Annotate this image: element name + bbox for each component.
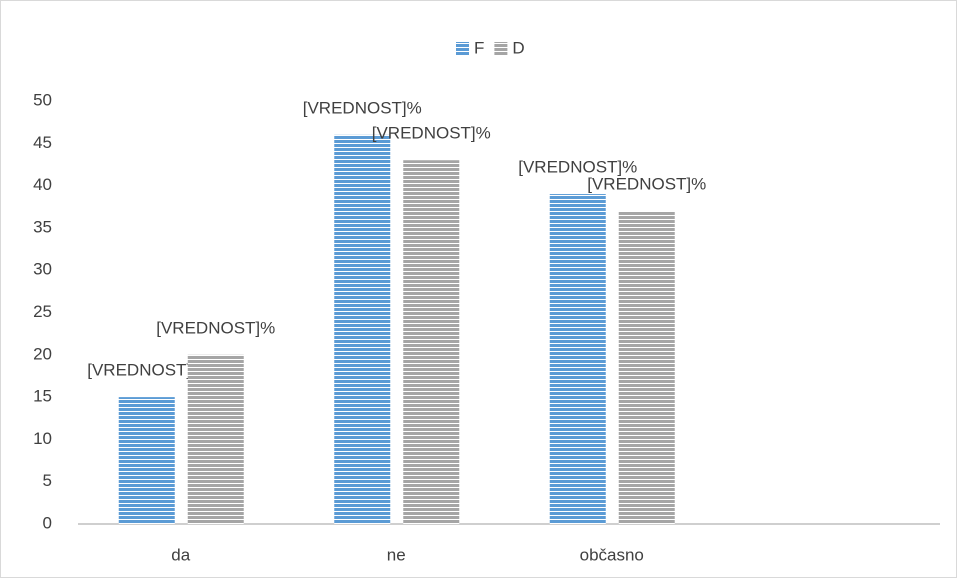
y-tick-label: 35: [33, 217, 52, 236]
legend-label: D: [512, 38, 524, 57]
bar: [618, 210, 675, 525]
data-label: [VREDNOST]%: [518, 158, 637, 177]
x-tick-label: občasno: [580, 545, 644, 564]
y-tick-label: 0: [43, 513, 52, 532]
y-tick-label: 50: [33, 90, 52, 109]
y-tick-label: 10: [33, 429, 52, 448]
y-tick-label: 30: [33, 260, 52, 279]
x-tick-label: da: [171, 545, 190, 564]
legend-swatch: [456, 42, 469, 55]
data-label: [VREDNOST]%: [587, 174, 706, 193]
legend-swatch: [494, 42, 508, 55]
y-tick-label: 20: [33, 344, 52, 363]
bar: [187, 354, 244, 524]
bar: [118, 397, 175, 524]
bar: [334, 134, 391, 524]
bar: [549, 194, 606, 524]
y-tick-label: 45: [33, 133, 52, 152]
bar: [403, 160, 460, 524]
data-label: [VREDNOST]%: [303, 98, 422, 117]
data-label: [VREDNOST]%: [87, 361, 206, 380]
y-tick-label: 15: [33, 387, 52, 406]
data-label: [VREDNOST]%: [372, 124, 491, 143]
y-tick-label: 25: [33, 302, 52, 321]
y-tick-label: 40: [33, 175, 52, 194]
x-tick-label: ne: [387, 545, 406, 564]
legend-label: F: [474, 38, 484, 57]
y-tick-label: 5: [43, 471, 52, 490]
data-label: [VREDNOST]%: [156, 318, 275, 337]
